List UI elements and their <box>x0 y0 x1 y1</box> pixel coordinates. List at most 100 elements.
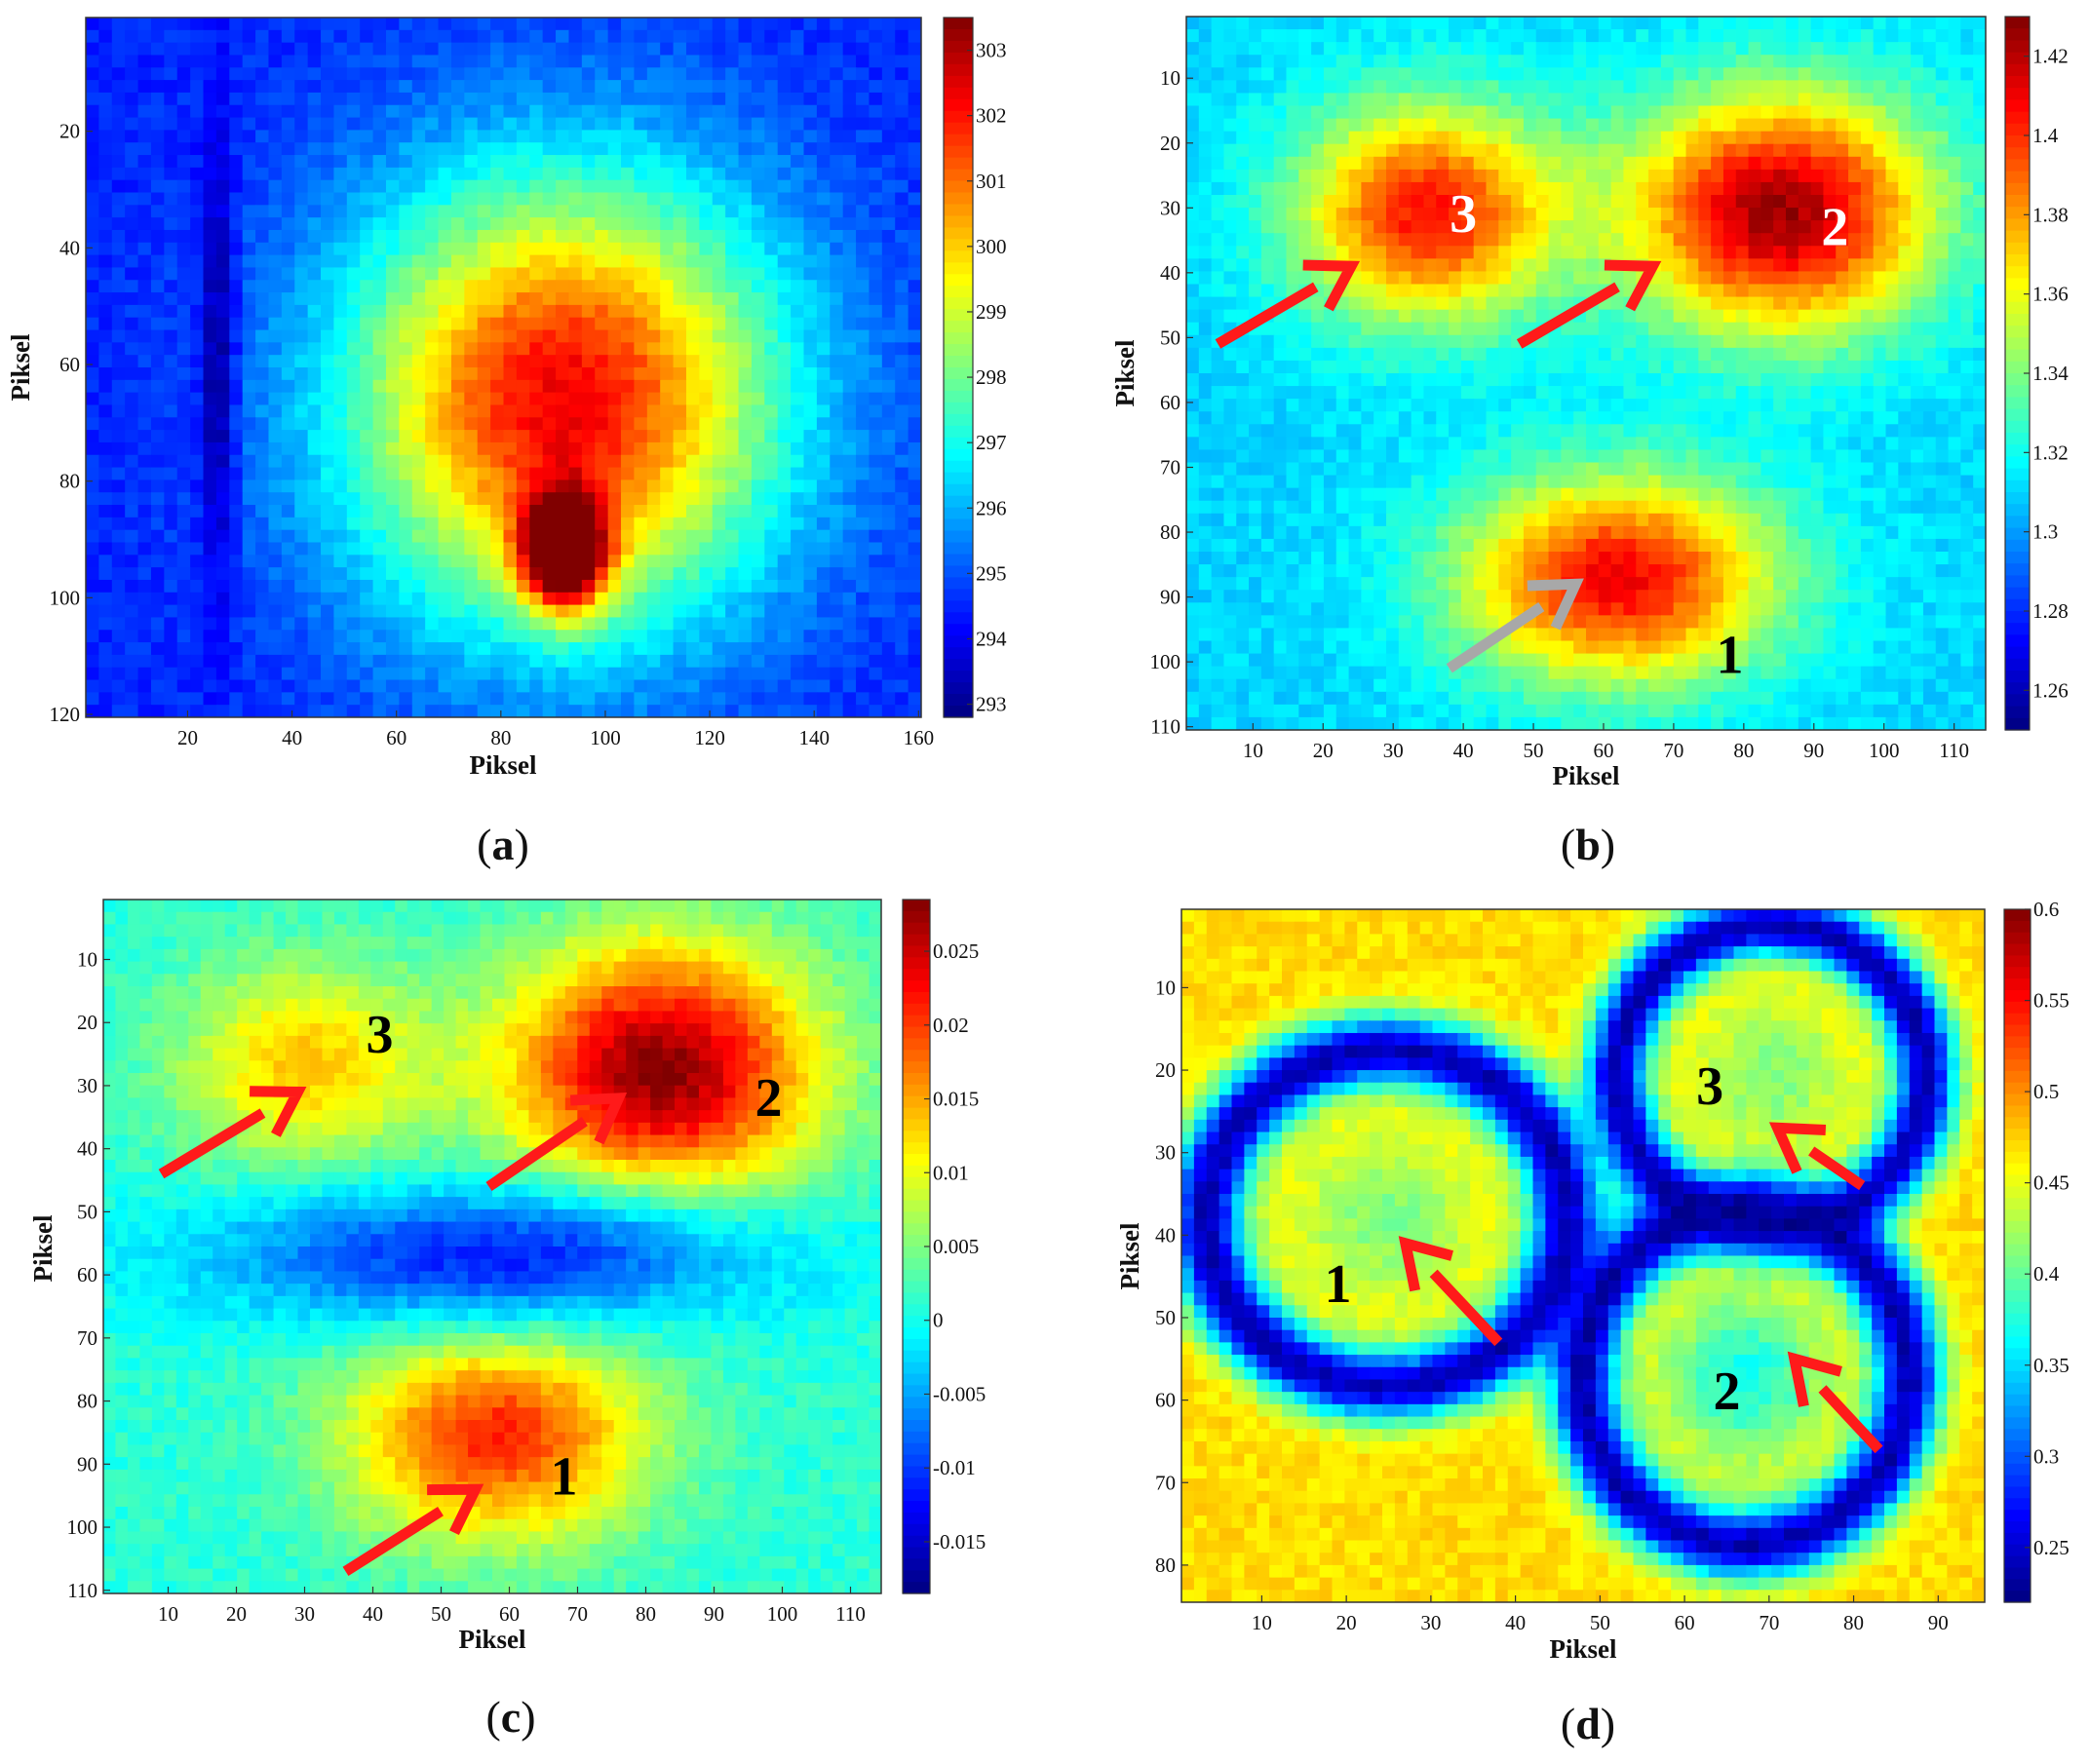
heatmap-cell <box>607 292 622 306</box>
heatmap-cell <box>777 404 792 418</box>
heatmap-cell <box>1535 246 1550 259</box>
heatmap-cell <box>164 267 178 281</box>
heatmap-cell <box>908 617 921 631</box>
heatmap-cell <box>1423 80 1437 95</box>
heatmap-cell <box>1186 220 1200 234</box>
heatmap-cell <box>137 392 152 406</box>
heatmap-cell <box>360 280 374 293</box>
heatmap-cell <box>1685 118 1699 133</box>
heatmap-cell <box>595 342 609 356</box>
heatmap-cell <box>242 117 256 131</box>
heatmap-cell <box>190 679 205 693</box>
heatmap-cell <box>1523 80 1537 95</box>
heatmap-cell <box>137 692 152 706</box>
heatmap-cell <box>1673 80 1687 95</box>
heatmap-cell <box>86 617 99 631</box>
heatmap-cell <box>1298 67 1312 81</box>
heatmap-cell <box>777 479 792 493</box>
heatmap-cell <box>281 705 295 717</box>
heatmap-cell <box>764 592 779 606</box>
heatmap-cell <box>621 229 636 244</box>
heatmap-cell <box>777 167 792 181</box>
heatmap-cell <box>190 167 205 181</box>
heatmap-cell <box>816 130 831 143</box>
heatmap-cell <box>190 55 205 68</box>
heatmap-cell <box>411 592 426 606</box>
heatmap-cell <box>137 667 152 681</box>
heatmap-cell <box>529 130 544 143</box>
colorbar-segment <box>944 659 973 671</box>
heatmap-cell <box>164 679 178 693</box>
heatmap-cell <box>568 404 583 418</box>
heatmap-cell <box>150 441 165 456</box>
heatmap-cell <box>346 692 361 706</box>
heatmap-cell <box>111 517 126 531</box>
heatmap-cell <box>791 604 805 619</box>
heatmap-cell <box>268 604 283 619</box>
heatmap-cell <box>86 18 99 31</box>
heatmap-cell <box>281 217 295 231</box>
heatmap-cell <box>450 430 465 443</box>
heatmap-cell <box>450 292 465 306</box>
heatmap-cell <box>1786 80 1799 95</box>
heatmap-cell <box>203 604 217 619</box>
heatmap-cell <box>425 142 440 156</box>
heatmap-cell <box>607 18 622 31</box>
heatmap-cell <box>503 555 518 568</box>
heatmap-cell <box>1511 258 1525 273</box>
heatmap-cell <box>164 467 178 480</box>
heatmap-cell <box>268 630 283 643</box>
heatmap-cell <box>581 617 596 631</box>
heatmap-cell <box>438 555 452 568</box>
heatmap-cell <box>1823 246 1837 259</box>
heatmap-cell <box>385 630 400 643</box>
heatmap-cell <box>777 292 792 306</box>
heatmap-cell <box>346 167 361 181</box>
heatmap-cell <box>685 667 700 681</box>
heatmap-cell <box>595 617 609 631</box>
heatmap-cell <box>842 705 857 717</box>
heatmap-cell <box>215 367 230 381</box>
heatmap-cell <box>411 205 426 218</box>
heatmap-cell <box>803 167 818 181</box>
heatmap-cell <box>372 417 387 431</box>
heatmap-cell <box>830 229 844 244</box>
heatmap-cell <box>98 604 113 619</box>
heatmap-cell <box>516 280 530 293</box>
heatmap-cell <box>660 705 675 717</box>
heatmap-cell <box>215 667 230 681</box>
heatmap-cell <box>425 280 440 293</box>
heatmap-cell <box>1348 156 1362 171</box>
heatmap-cell <box>1535 67 1550 81</box>
heatmap-cell <box>1922 29 1937 43</box>
heatmap-cell <box>595 130 609 143</box>
heatmap-cell <box>1760 17 1774 30</box>
heatmap-cell <box>203 292 217 306</box>
heatmap-cell <box>1186 118 1200 133</box>
heatmap-cell <box>1411 93 1425 107</box>
heatmap-cell <box>1486 67 1499 81</box>
heatmap-cell <box>372 555 387 568</box>
heatmap-cell <box>1685 29 1699 43</box>
heatmap-cell <box>242 604 256 619</box>
heatmap-cell <box>399 705 413 717</box>
heatmap-cell <box>490 242 505 256</box>
heatmap-cell <box>125 229 139 244</box>
heatmap-cell <box>842 430 857 443</box>
heatmap-cell <box>385 705 400 717</box>
heatmap-cell <box>86 242 99 256</box>
heatmap-cell <box>842 304 857 319</box>
heatmap-cell <box>816 492 831 506</box>
heatmap-cell <box>425 392 440 406</box>
heatmap-cell <box>803 304 818 319</box>
heatmap-cell <box>1548 246 1562 259</box>
heatmap-cell <box>294 329 309 343</box>
heatmap-cell <box>150 705 165 717</box>
heatmap-cell <box>1436 17 1450 30</box>
heatmap-cell <box>294 604 309 619</box>
heatmap-cell <box>215 404 230 418</box>
heatmap-cell <box>86 692 99 706</box>
heatmap-cell <box>803 630 818 643</box>
panel-b: 1.26 1.28 1.3 1.32 1.34 1.36 1.38 1.4 1.42 10 20 3… <box>1044 0 2089 882</box>
heatmap-cell <box>1722 42 1737 56</box>
